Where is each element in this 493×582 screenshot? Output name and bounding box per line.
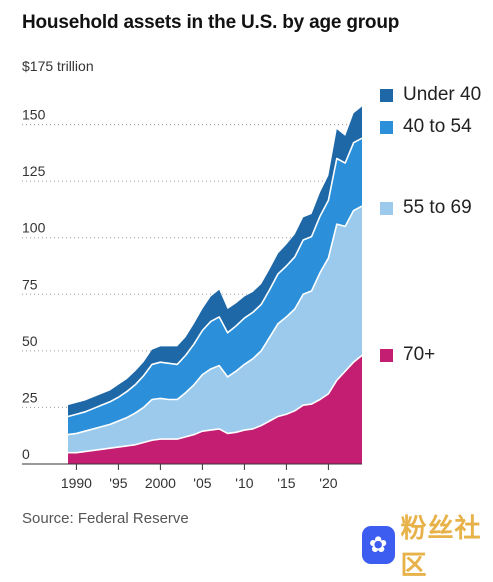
y-tick-label: 50	[22, 333, 38, 349]
x-tick-label: '05	[193, 475, 211, 491]
legend-swatch-70-plus	[380, 348, 393, 362]
x-tick-label: 1990	[61, 475, 92, 491]
legend-swatch-under-40	[380, 88, 393, 102]
legend-label-under-40: Under 40	[403, 84, 482, 105]
x-tick-label: '20	[319, 475, 337, 491]
legend-swatch-55-to-69	[380, 201, 393, 215]
y-tick-label: 125	[22, 163, 46, 179]
series-boundary-line	[67, 205, 363, 436]
legend-label-40-to-54: 40 to 54	[403, 116, 472, 137]
legend-item-55-to-69: 55 to 69	[380, 197, 472, 219]
watermark-logo-icon: ✿	[362, 526, 395, 564]
y-tick-label: 0	[22, 446, 30, 462]
x-tick-label: '10	[235, 475, 253, 491]
y-tick-label: 75	[22, 276, 38, 292]
y-tick-label: 150	[22, 107, 46, 123]
watermark: ✿ 粉丝社区	[362, 508, 493, 582]
x-tick-label: '95	[109, 475, 127, 491]
legend-item-70-plus: 70+	[380, 344, 435, 366]
series-boundary-line	[68, 354, 363, 454]
stacked-area-chart: 0 25 50 75 100 125 150 1990 '95 2000 '05 '10 '15 '20	[22, 106, 363, 491]
y-tick-label: 25	[22, 389, 38, 405]
legend-label-70-plus: 70+	[403, 344, 436, 365]
area-series-70-plus	[68, 355, 362, 464]
area-series-40-to-54	[68, 138, 362, 435]
legend-item-under-40: Under 40	[380, 84, 481, 106]
area-series-55-to-69	[68, 206, 362, 453]
legend-swatch-40-to-54	[380, 120, 393, 134]
x-tick-label: '15	[277, 475, 295, 491]
y-tick-label: 100	[22, 220, 46, 236]
chart-title: Household assets in the U.S. by age grou…	[22, 12, 400, 33]
y-axis-unit-label: $175 trillion	[22, 58, 94, 74]
watermark-text: 粉丝社区	[400, 514, 482, 581]
legend-label-55-to-69: 55 to 69	[403, 197, 472, 218]
source-note: Source: Federal Reserve	[22, 510, 189, 527]
series-boundary-line	[67, 137, 363, 418]
legend-item-40-to-54: 40 to 54	[380, 116, 472, 138]
x-tick-label: 2000	[145, 475, 176, 491]
